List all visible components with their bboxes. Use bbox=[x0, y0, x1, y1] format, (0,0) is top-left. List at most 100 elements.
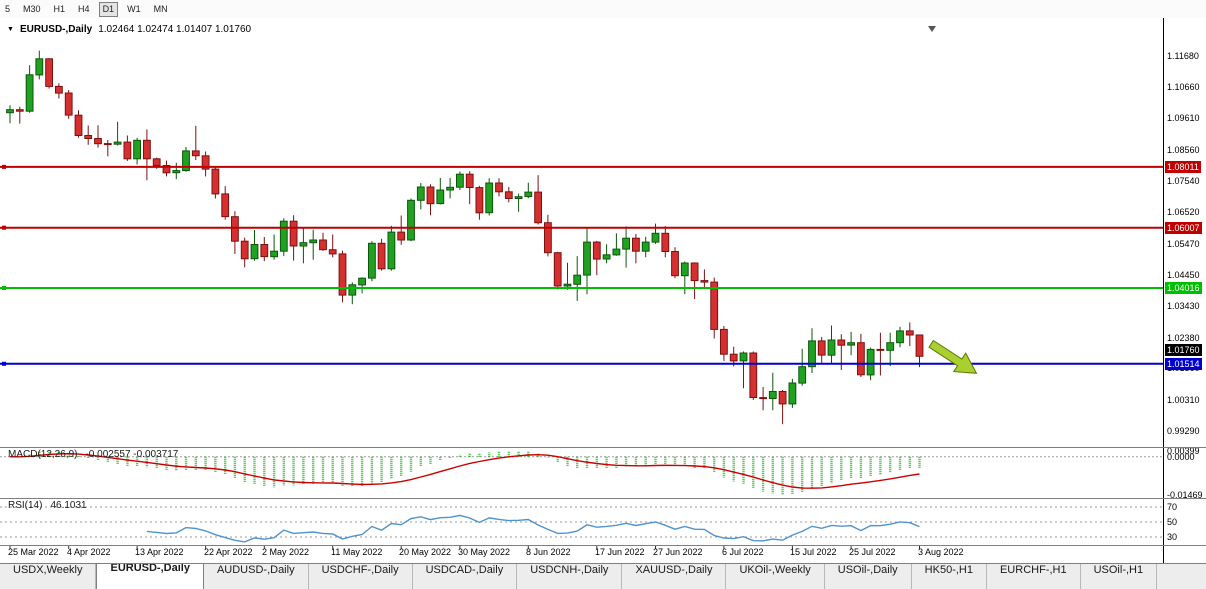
x-axis-label: 27 Jun 2022 bbox=[653, 547, 703, 557]
candle-down bbox=[592, 241, 601, 260]
candle-down bbox=[211, 168, 220, 195]
candle-up bbox=[446, 186, 455, 191]
candle-down bbox=[289, 220, 298, 247]
hline-anchor bbox=[2, 164, 6, 169]
y-axis-tick: 1.09610 bbox=[1167, 113, 1200, 124]
candle-down bbox=[876, 348, 885, 351]
candle-up bbox=[583, 241, 591, 276]
candle-down bbox=[397, 231, 406, 241]
hline-anchor bbox=[2, 361, 6, 366]
pane-divider-dates bbox=[0, 545, 1206, 546]
x-axis-label: 20 May 2022 bbox=[399, 547, 452, 557]
rsi-level-label: 70 bbox=[1167, 502, 1178, 512]
rsi-level-label: 30 bbox=[1167, 532, 1178, 542]
candle-up bbox=[739, 352, 748, 362]
pane-divider-macd[interactable] bbox=[0, 447, 1206, 448]
candle-up bbox=[113, 141, 122, 145]
x-axis-label: 2 May 2022 bbox=[262, 547, 310, 557]
tab-xauusd-daily[interactable]: XAUUSD-,Daily bbox=[622, 564, 727, 589]
timeframe-button-h4[interactable]: H4 bbox=[78, 3, 90, 14]
y-axis-tick: 1.05470 bbox=[1167, 238, 1200, 249]
candle-up bbox=[250, 244, 259, 260]
tab-usoil-daily[interactable]: USOil-,Daily bbox=[824, 564, 912, 589]
horizontal-lines bbox=[0, 164, 1163, 366]
x-axis-label: 22 Apr 2022 bbox=[204, 547, 253, 557]
rsi-label: RSI(14) 46.1031 bbox=[8, 500, 87, 511]
candle-up bbox=[172, 170, 181, 174]
timeframe-toolbar: 5 M30 H1 H4 D1 W1 MN bbox=[0, 0, 1206, 19]
candle-up bbox=[768, 391, 777, 399]
candle-down bbox=[260, 244, 269, 258]
candle-down bbox=[221, 193, 230, 218]
tab-eurusd-daily[interactable]: EURUSD-,Daily bbox=[96, 564, 204, 589]
pane-divider-rsi[interactable] bbox=[0, 498, 1206, 499]
timeframe-button-w1[interactable]: W1 bbox=[127, 3, 141, 14]
chart-title: ▼ EURUSD-,Daily 1.02464 1.02474 1.01407 … bbox=[7, 24, 251, 35]
candle-up bbox=[6, 109, 14, 114]
hline-price-label: 1.06007 bbox=[1165, 221, 1202, 234]
candle-up bbox=[622, 237, 631, 250]
chart-canvas bbox=[0, 26, 1163, 549]
x-axis-label: 17 Jun 2022 bbox=[595, 547, 645, 557]
candle-up bbox=[651, 232, 660, 243]
tab-ukoil-weekly[interactable]: UKOil-,Weekly bbox=[726, 564, 825, 589]
timeframe-button-m30[interactable]: M30 bbox=[23, 3, 41, 14]
candle-up bbox=[573, 274, 582, 285]
tab-hk50-h1[interactable]: HK50-,H1 bbox=[911, 564, 987, 589]
tab-eurchf-h1[interactable]: EURCHF-,H1 bbox=[986, 564, 1081, 589]
candle-down bbox=[319, 239, 327, 251]
candle-down bbox=[328, 249, 337, 255]
hline-anchor bbox=[2, 225, 6, 230]
tab-usdcad-daily[interactable]: USDCAD-,Daily bbox=[412, 564, 518, 589]
candle-down bbox=[905, 330, 914, 336]
x-axis-label: 6 Jul 2022 bbox=[722, 547, 764, 557]
y-axis-tick: 1.06520 bbox=[1167, 207, 1200, 218]
tab-usdcnh-daily[interactable]: USDCNH-,Daily bbox=[517, 564, 623, 589]
macd-label: MACD(12,26,9) -0.002557 -0.003717 bbox=[8, 449, 178, 460]
candle-up bbox=[182, 150, 190, 172]
rsi-line bbox=[146, 514, 920, 543]
x-axis-label: 25 Jul 2022 bbox=[849, 547, 896, 557]
candle-down bbox=[710, 281, 719, 330]
x-axis-label: 15 Jul 2022 bbox=[790, 547, 837, 557]
tab-usdx-weekly[interactable]: USDX,Weekly bbox=[0, 564, 97, 589]
current-price-label: 1.01760 bbox=[1165, 344, 1202, 357]
candle-up bbox=[524, 191, 533, 198]
candle-down bbox=[915, 334, 924, 357]
timeframe-button-h1[interactable]: H1 bbox=[53, 3, 66, 14]
timeframe-button-d1[interactable]: D1 bbox=[98, 1, 119, 17]
y-axis-tick: 1.00310 bbox=[1167, 395, 1200, 406]
candle-down bbox=[632, 237, 640, 252]
candle-down bbox=[45, 58, 54, 87]
candle-up bbox=[456, 173, 464, 188]
candle-up bbox=[35, 58, 44, 76]
x-axis-label: 11 May 2022 bbox=[331, 547, 383, 557]
x-axis-label: 3 Aug 2022 bbox=[918, 547, 964, 557]
candle-down bbox=[84, 135, 93, 139]
tab-usoil-h1[interactable]: USOil-,H1 bbox=[1080, 564, 1158, 589]
x-axis-label: 4 Apr 2022 bbox=[67, 547, 111, 557]
candle-down bbox=[495, 182, 503, 193]
candle-down bbox=[475, 187, 484, 214]
candle-down bbox=[720, 328, 728, 355]
chart-menu-icon[interactable]: ▼ bbox=[7, 25, 14, 33]
tab-usdchf-daily[interactable]: USDCHF-,Daily bbox=[308, 564, 413, 589]
timeframe-button-5[interactable]: 5 bbox=[5, 3, 11, 14]
candle-down bbox=[143, 139, 151, 160]
candle-down bbox=[231, 216, 239, 242]
y-axis-tick: 1.04450 bbox=[1167, 269, 1200, 280]
tab-audusd-daily[interactable]: AUDUSD-,Daily bbox=[203, 564, 309, 589]
candle-up bbox=[270, 250, 279, 258]
candle-up bbox=[358, 277, 367, 286]
y-axis-tick: 1.07540 bbox=[1167, 176, 1200, 187]
hline-price-label: 1.08011 bbox=[1165, 160, 1201, 173]
timeframe-button-mn[interactable]: MN bbox=[153, 3, 168, 14]
down-arrow-annotation bbox=[928, 339, 978, 374]
candle-up bbox=[563, 283, 572, 287]
candle-down bbox=[426, 186, 435, 205]
rsi-value: 46.1031 bbox=[50, 500, 87, 511]
x-axis-label: 8 Jun 2022 bbox=[526, 547, 571, 557]
macd-axis-zero: 0.0000 bbox=[1167, 451, 1195, 462]
hline-price-label: 1.01514 bbox=[1165, 357, 1202, 370]
macd-values: -0.002557 -0.003717 bbox=[85, 449, 179, 460]
